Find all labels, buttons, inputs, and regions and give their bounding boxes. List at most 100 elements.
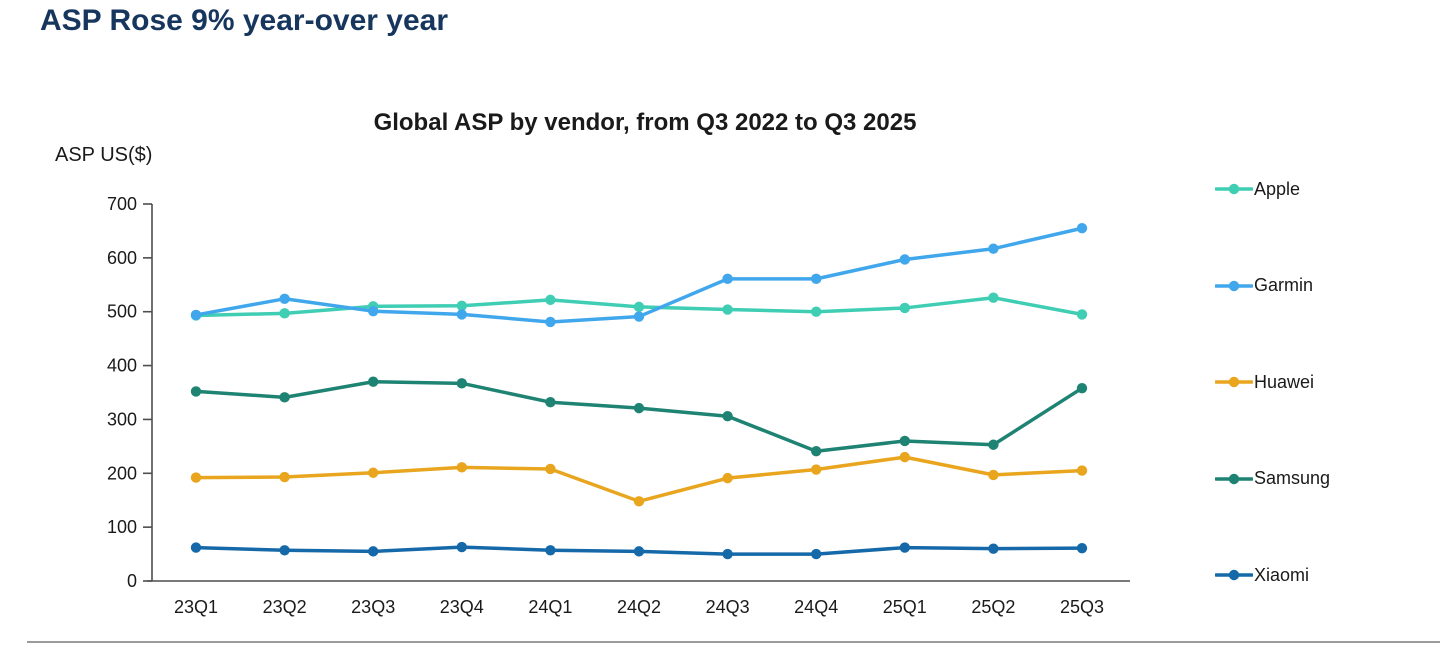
legend-marker-icon [1215, 376, 1253, 388]
series-point-samsung [722, 410, 733, 422]
x-axis-category-label: 23Q1 [174, 597, 218, 617]
x-axis-category-label: 24Q2 [617, 597, 661, 617]
series-point-garmin [279, 293, 290, 304]
series-point-garmin [811, 273, 822, 285]
series-point-samsung [545, 396, 556, 408]
series-point-apple [722, 304, 733, 315]
y-axis-unit-label: ASP US($) [55, 144, 153, 166]
series-point-xiaomi [633, 546, 645, 557]
legend-entry-garmin: Garmin [1215, 274, 1313, 298]
y-axis-tick-label: 500 [107, 302, 137, 322]
series-line-samsung [194, 379, 1084, 453]
y-axis-tick-label: 400 [107, 356, 137, 376]
page-title: ASP Rose 9% year-over year [40, 4, 449, 37]
legend-marker-icon [1215, 280, 1253, 291]
y-axis-tick-label: 200 [107, 463, 137, 483]
series-point-samsung [811, 446, 822, 457]
series-point-apple [811, 306, 822, 317]
legend-label: Garmin [1254, 275, 1314, 295]
x-axis-category-label: 24Q1 [528, 597, 572, 617]
series-point-xiaomi [190, 542, 202, 553]
series-point-xiaomi [545, 545, 556, 556]
series-point-huawei [899, 451, 910, 463]
series-point-xiaomi [1076, 542, 1088, 554]
series-point-garmin [899, 254, 910, 265]
x-axis-category-label: 25Q3 [1060, 597, 1104, 617]
series-point-xiaomi [722, 548, 733, 560]
series-point-apple [633, 301, 645, 313]
legend-label: Apple [1254, 178, 1301, 199]
series-point-garmin [190, 309, 202, 321]
legend-entry-apple: Apple [1215, 177, 1300, 201]
series-point-huawei [190, 472, 202, 483]
series-point-xiaomi [456, 541, 467, 553]
y-axis-tick-label: 300 [107, 409, 137, 429]
legend-marker-dot [1228, 376, 1240, 388]
x-axis-category-label: 23Q4 [440, 597, 484, 617]
legend-marker-dot [1228, 183, 1240, 195]
bottom-divider-line [27, 641, 1440, 643]
series-point-apple [545, 294, 556, 306]
x-axis-category-label: 23Q2 [263, 597, 307, 617]
legend-marker-dot [1228, 280, 1240, 291]
series-point-samsung [988, 439, 999, 450]
series-point-huawei [279, 471, 290, 483]
chart-legend: Apple Garmin Huawei Samsung Xiaomi [1215, 0, 1435, 649]
series-point-huawei [988, 469, 999, 481]
series-point-garmin [988, 243, 999, 254]
series-point-apple [988, 292, 999, 303]
series-point-apple [1076, 309, 1088, 320]
series-point-huawei [722, 472, 733, 484]
y-axis-tick-label: 600 [107, 248, 137, 268]
y-axis-tick-label: 700 [107, 194, 137, 214]
series-point-apple [456, 300, 467, 311]
x-axis-category-label: 24Q4 [794, 597, 838, 617]
series-point-samsung [190, 386, 202, 397]
x-axis-category-label: 25Q1 [883, 597, 927, 617]
series-point-samsung [456, 378, 467, 389]
series-point-apple [899, 302, 910, 314]
series-point-huawei [456, 462, 467, 473]
series-point-xiaomi [988, 543, 999, 554]
x-axis-category-label: 25Q2 [971, 597, 1015, 617]
series-line-huawei [194, 455, 1084, 504]
legend-marker-dot [1228, 569, 1240, 581]
series-point-garmin [545, 316, 556, 328]
series-point-huawei [633, 496, 645, 507]
series-point-xiaomi [368, 546, 379, 557]
legend-marker-icon [1215, 569, 1253, 581]
x-axis-category-label: 24Q3 [706, 597, 750, 617]
legend-label: Xiaomi [1254, 564, 1310, 585]
series-point-garmin [722, 273, 733, 285]
series-point-samsung [368, 376, 379, 387]
series-point-xiaomi [899, 542, 910, 553]
series-point-samsung [279, 392, 290, 403]
legend-marker-icon [1215, 473, 1253, 484]
legend-entry-xiaomi: Xiaomi [1215, 563, 1309, 587]
legend-marker-dot [1228, 473, 1240, 484]
series-point-huawei [811, 464, 822, 475]
series-point-huawei [1076, 465, 1088, 476]
series-point-garmin [456, 309, 467, 320]
series-point-garmin [1076, 223, 1088, 234]
series-point-huawei [368, 467, 379, 478]
series-point-samsung [633, 402, 645, 414]
x-axis-category-label: 23Q3 [351, 597, 395, 617]
chart-title: Global ASP by vendor, from Q3 2022 to Q3… [373, 109, 917, 136]
y-axis-tick-label: 0 [127, 571, 137, 591]
series-point-samsung [899, 435, 910, 447]
series-point-samsung [1076, 382, 1088, 394]
series-point-huawei [545, 463, 556, 475]
series-point-apple [279, 308, 290, 319]
legend-label: Samsung [1254, 468, 1331, 488]
series-point-xiaomi [279, 545, 290, 556]
legend-entry-samsung: Samsung [1215, 467, 1330, 491]
series-point-garmin [368, 305, 379, 317]
legend-marker-icon [1215, 183, 1253, 195]
y-axis-tick-label: 100 [107, 517, 137, 537]
series-point-garmin [633, 311, 645, 322]
legend-label: Huawei [1254, 371, 1315, 392]
legend-entry-huawei: Huawei [1215, 370, 1314, 394]
series-point-xiaomi [811, 548, 822, 560]
